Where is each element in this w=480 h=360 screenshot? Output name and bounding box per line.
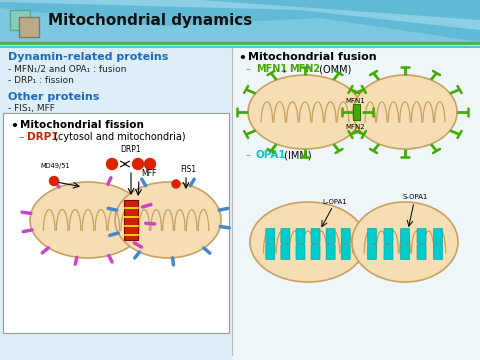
Text: (IMM): (IMM) [281,150,312,160]
FancyBboxPatch shape [353,104,360,120]
Text: MFF: MFF [141,169,156,178]
FancyBboxPatch shape [341,244,350,260]
FancyBboxPatch shape [296,229,305,243]
Text: MFN2: MFN2 [345,124,365,130]
Polygon shape [0,0,480,42]
FancyBboxPatch shape [433,244,443,260]
Text: Mitochondrial dynamics: Mitochondrial dynamics [48,13,252,27]
Ellipse shape [353,75,457,149]
Circle shape [107,158,118,170]
Ellipse shape [115,182,221,258]
Text: Mitochondrial fusion: Mitochondrial fusion [248,52,377,62]
FancyBboxPatch shape [384,229,393,243]
FancyBboxPatch shape [124,200,138,240]
Text: - MFN₁/2 and OPA₁ : fusion: - MFN₁/2 and OPA₁ : fusion [8,64,126,73]
Text: (cytosol and mitochondria): (cytosol and mitochondria) [51,132,186,142]
FancyBboxPatch shape [433,229,443,243]
FancyBboxPatch shape [417,244,426,260]
FancyBboxPatch shape [19,17,39,37]
Text: Mitochondrial fission: Mitochondrial fission [20,120,144,130]
Ellipse shape [30,182,146,258]
FancyBboxPatch shape [326,229,335,243]
FancyBboxPatch shape [281,244,290,260]
FancyBboxPatch shape [367,229,376,243]
FancyBboxPatch shape [281,229,290,243]
Text: –: – [246,150,251,160]
FancyBboxPatch shape [400,244,409,260]
FancyBboxPatch shape [311,244,320,260]
Text: DRP1: DRP1 [120,145,141,154]
FancyBboxPatch shape [384,244,393,260]
Text: DRP1: DRP1 [27,132,59,142]
FancyBboxPatch shape [266,229,275,243]
Text: - FIS₁, MFF: - FIS₁, MFF [8,104,55,113]
Circle shape [172,180,180,188]
FancyBboxPatch shape [232,48,480,360]
Text: L-OPA1: L-OPA1 [323,199,348,205]
Polygon shape [0,0,480,30]
Text: •: • [10,120,18,133]
FancyBboxPatch shape [400,229,409,243]
FancyBboxPatch shape [296,244,305,260]
Circle shape [144,158,156,170]
FancyBboxPatch shape [341,229,350,243]
FancyBboxPatch shape [3,113,229,333]
Ellipse shape [248,75,362,149]
FancyBboxPatch shape [311,229,320,243]
Text: Other proteins: Other proteins [8,92,99,102]
Text: MFN1: MFN1 [256,64,287,74]
Text: MD49/51: MD49/51 [40,163,70,169]
Text: MFN1: MFN1 [345,98,365,104]
Text: OPA1: OPA1 [256,150,287,160]
Text: –: – [18,132,24,142]
Text: MFN2: MFN2 [289,64,320,74]
FancyBboxPatch shape [266,244,275,260]
FancyBboxPatch shape [0,0,480,42]
FancyBboxPatch shape [10,10,30,30]
Circle shape [132,158,144,170]
Ellipse shape [352,202,458,282]
Text: ,: , [283,64,289,74]
Text: Dynamin-related proteins: Dynamin-related proteins [8,52,168,62]
Text: S-OPA1: S-OPA1 [402,194,428,200]
Text: –: – [246,64,251,74]
Circle shape [49,176,59,185]
Text: FIS1: FIS1 [180,165,196,174]
FancyBboxPatch shape [417,229,426,243]
Text: •: • [238,52,246,65]
Ellipse shape [250,202,366,282]
Text: - DRP₁ : fission: - DRP₁ : fission [8,76,74,85]
FancyBboxPatch shape [326,244,335,260]
FancyBboxPatch shape [0,48,232,360]
Text: (OMM): (OMM) [316,64,351,74]
FancyBboxPatch shape [367,244,376,260]
